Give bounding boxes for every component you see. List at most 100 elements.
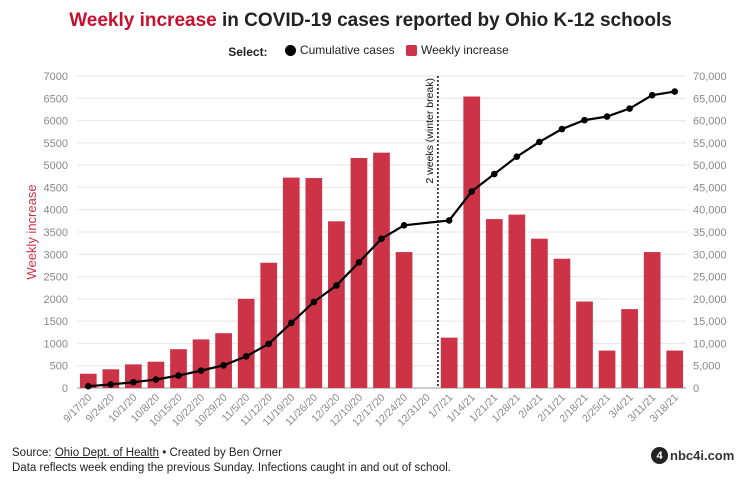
bar: [598, 350, 616, 388]
line-point: [310, 298, 318, 306]
line-point: [175, 372, 182, 379]
y-tick-label: 4500: [44, 182, 68, 194]
annotation-label: 2 weeks (winter break): [424, 78, 436, 184]
y2-tick-label: 40,000: [693, 205, 727, 217]
bar: [463, 96, 481, 388]
bar: [192, 339, 210, 388]
y-tick-label: 1500: [44, 316, 68, 328]
line-point: [558, 125, 566, 133]
y-tick-label: 4000: [44, 205, 68, 217]
nbc4i-logo: 4 nbc4i.com: [651, 447, 734, 464]
source-prefix: Source:: [12, 447, 55, 459]
legend-swatch-cumulative: [284, 44, 296, 56]
bar: [485, 219, 503, 388]
y-tick-label: 500: [50, 361, 68, 373]
bar: [260, 262, 278, 388]
bar: [215, 333, 232, 388]
line-point: [671, 88, 679, 95]
y2-tick-label: 65,000: [693, 93, 727, 105]
bar: [666, 350, 684, 388]
y2-tick-label: 25,000: [693, 272, 727, 284]
line-point: [445, 217, 453, 224]
line-point: [220, 361, 227, 369]
bar: [350, 158, 368, 388]
y-tick-label: 3500: [44, 227, 68, 239]
y2-tick-label: 20,000: [693, 294, 727, 306]
line-point: [536, 138, 543, 146]
y-tick-label: 2500: [44, 272, 68, 284]
line-point: [468, 188, 476, 195]
y-tick-label: 5000: [44, 160, 68, 172]
bar: [79, 373, 97, 388]
y2-tick-label: 70,000: [693, 71, 727, 83]
line-point: [333, 282, 340, 289]
line-point: [513, 153, 521, 160]
legend-label-cumulative: Cumulative cases: [299, 43, 395, 57]
legend-label-weekly: Weekly increase: [420, 43, 509, 57]
bar: [508, 214, 526, 388]
bar: [147, 361, 165, 388]
y2-tick-label: 50,000: [693, 160, 727, 172]
line-point: [130, 378, 137, 386]
y2-tick-label: 0: [693, 383, 699, 395]
y2-tick-label: 55,000: [693, 138, 727, 150]
y-axis-label: Weekly increase: [24, 184, 39, 279]
line-point: [626, 105, 633, 112]
y-tick-label: 3000: [44, 249, 68, 261]
y2-tick-label: 60,000: [693, 116, 727, 128]
line-point: [581, 116, 588, 124]
credit-text: • Created by Ben Orner: [159, 447, 282, 459]
legend-select-label: Select:: [228, 44, 268, 59]
line-point: [265, 340, 273, 348]
chart-title-rest: in COVID-19 cases reported by Ohio K-12 …: [216, 10, 672, 31]
line-point: [490, 170, 498, 178]
line-point: [107, 381, 115, 388]
y-tick-label: 6500: [44, 93, 68, 105]
y-tick-label: 7000: [44, 71, 68, 83]
bar: [373, 152, 390, 388]
bar: [305, 178, 323, 388]
y2-tick-label: 15,000: [693, 316, 727, 328]
line-point: [287, 319, 295, 327]
legend-item-cumulative[interactable]: Cumulative cases: [284, 43, 395, 57]
bar: [328, 221, 345, 388]
line-point: [378, 235, 385, 242]
nbc4-badge-icon: 4: [651, 447, 668, 464]
y-tick-label: 5500: [44, 138, 68, 150]
bar: [576, 301, 593, 388]
footer-note: Data reflects week ending the previous S…: [12, 462, 451, 474]
line-point: [242, 353, 250, 360]
y2-tick-label: 45,000: [693, 182, 727, 194]
chart-svg: 0 500 1000 1500 2000 2500 3000 3500 4000 4500 5000…: [24, 71, 727, 429]
bar: [237, 298, 255, 388]
series-line-cumulative: [88, 90, 675, 388]
bar: [553, 258, 571, 388]
chart-title: Weekly increase in COVID-19 cases report…: [0, 10, 741, 32]
y2-tick-label: 10,000: [693, 338, 727, 350]
y-tick-label: 6000: [44, 116, 68, 128]
line-point: [152, 376, 160, 383]
legend: Select: Cumulative cases Weekly increase: [0, 43, 741, 59]
footer: Source: Ohio Dept. of Health • Created b…: [12, 446, 451, 476]
y2-tick-label: 35,000: [693, 227, 727, 239]
legend-swatch-weekly: [405, 44, 417, 56]
y-tick-label: 2000: [44, 294, 68, 306]
line-point: [648, 91, 656, 99]
legend-item-weekly[interactable]: Weekly increase: [405, 43, 509, 57]
source-link[interactable]: Ohio Dept. of Health: [54, 447, 160, 459]
line-point: [355, 259, 363, 266]
bar: [643, 252, 661, 388]
bar: [395, 252, 413, 388]
logo-text: nbc4i.com: [670, 448, 735, 463]
bar: [531, 238, 548, 388]
line-point: [400, 222, 408, 229]
y2-tick-label: 5,000: [693, 361, 721, 373]
y-tick-label: 1000: [44, 338, 68, 350]
chart-title-accent: Weekly increase: [69, 10, 217, 31]
y-tick-label: 0: [62, 383, 68, 395]
line-point: [603, 113, 611, 120]
line-point: [84, 382, 92, 390]
bar: [170, 349, 187, 388]
y2-tick-label: 30,000: [693, 249, 727, 261]
source-line: Source: Ohio Dept. of Health • Created b…: [12, 446, 451, 461]
